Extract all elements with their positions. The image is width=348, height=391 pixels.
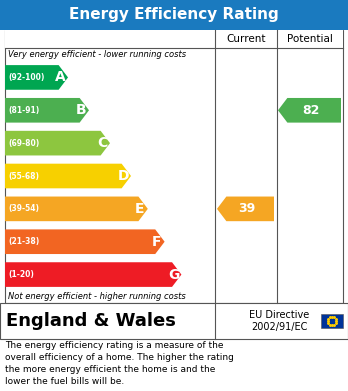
Polygon shape bbox=[5, 164, 131, 188]
Polygon shape bbox=[5, 98, 89, 123]
Text: (92-100): (92-100) bbox=[8, 73, 45, 82]
Bar bbox=[0, 303, 348, 339]
Text: G: G bbox=[168, 267, 179, 282]
Text: Energy Efficiency Rating: Energy Efficiency Rating bbox=[69, 7, 279, 23]
Text: 39: 39 bbox=[238, 203, 255, 215]
Text: (1-20): (1-20) bbox=[8, 270, 34, 279]
Text: F: F bbox=[152, 235, 161, 249]
Text: C: C bbox=[97, 136, 107, 150]
Text: B: B bbox=[76, 103, 86, 117]
Text: Current: Current bbox=[226, 34, 266, 44]
Text: The energy efficiency rating is a measure of the
overall efficiency of a home. T: The energy efficiency rating is a measur… bbox=[5, 341, 234, 386]
Text: (21-38): (21-38) bbox=[8, 237, 39, 246]
Text: (55-68): (55-68) bbox=[8, 172, 39, 181]
Text: 82: 82 bbox=[302, 104, 319, 117]
Polygon shape bbox=[278, 98, 341, 123]
Text: (39-54): (39-54) bbox=[8, 204, 39, 213]
Polygon shape bbox=[5, 65, 68, 90]
Polygon shape bbox=[217, 197, 274, 221]
Text: England & Wales: England & Wales bbox=[6, 312, 176, 330]
Bar bbox=[321, 314, 343, 328]
Polygon shape bbox=[5, 131, 110, 156]
Bar bbox=[5, 30, 343, 48]
Text: Potential: Potential bbox=[287, 34, 333, 44]
Text: D: D bbox=[117, 169, 129, 183]
Text: E: E bbox=[135, 202, 144, 216]
Text: (69-80): (69-80) bbox=[8, 139, 39, 148]
Text: (81-91): (81-91) bbox=[8, 106, 39, 115]
Polygon shape bbox=[5, 230, 165, 254]
Bar bbox=[5, 30, 343, 303]
Text: Very energy efficient - lower running costs: Very energy efficient - lower running co… bbox=[8, 50, 186, 59]
Text: A: A bbox=[55, 70, 65, 84]
Text: Not energy efficient - higher running costs: Not energy efficient - higher running co… bbox=[8, 292, 186, 301]
Polygon shape bbox=[5, 262, 181, 287]
Polygon shape bbox=[5, 197, 148, 221]
Text: EU Directive
2002/91/EC: EU Directive 2002/91/EC bbox=[249, 310, 309, 332]
Bar bbox=[0, 0, 348, 30]
